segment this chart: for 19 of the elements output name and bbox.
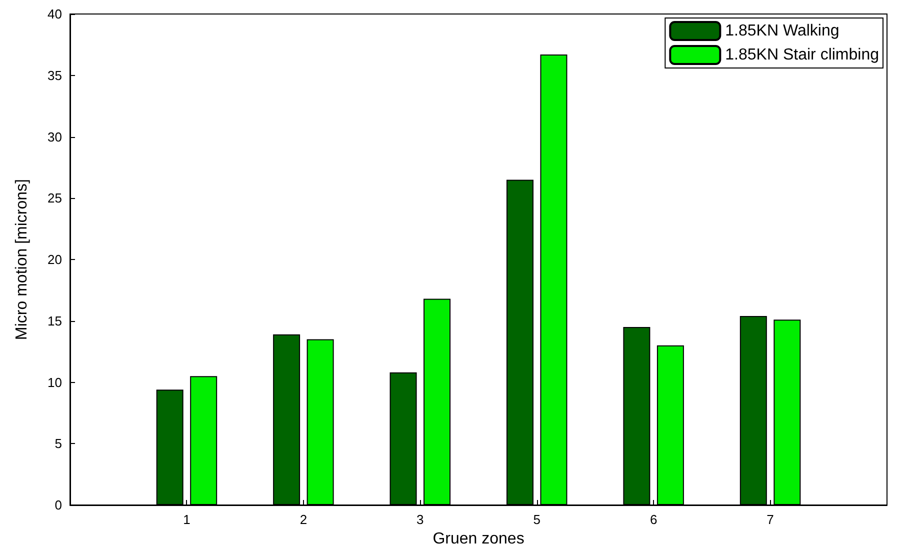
legend-label: 1.85KN Stair climbing: [725, 46, 879, 64]
x-tick-label: 6: [650, 512, 658, 527]
y-tick-label: 25: [48, 190, 62, 206]
y-tick-label: 30: [48, 129, 62, 144]
y-tick-label: 0: [54, 498, 62, 512]
x-axis-title: Gruen zones: [432, 530, 524, 548]
x-tick-label: 3: [416, 512, 424, 527]
x-tick-label: 1: [183, 512, 190, 527]
x-tick-label: 2: [300, 512, 308, 527]
x-tick-label: 7: [766, 512, 774, 527]
y-tick-label: 35: [48, 68, 62, 83]
legend-label: 1.85KN Walking: [725, 22, 840, 40]
y-tick-label: 15: [48, 313, 62, 328]
y-tick-label: 5: [54, 436, 62, 452]
y-axis-title: Micro motion [microns]: [14, 179, 30, 340]
x-tick-label: 5: [533, 512, 540, 527]
y-tick-label: 10: [48, 374, 62, 390]
y-tick-label: 20: [48, 252, 62, 267]
y-tick-label: 40: [48, 6, 62, 22]
